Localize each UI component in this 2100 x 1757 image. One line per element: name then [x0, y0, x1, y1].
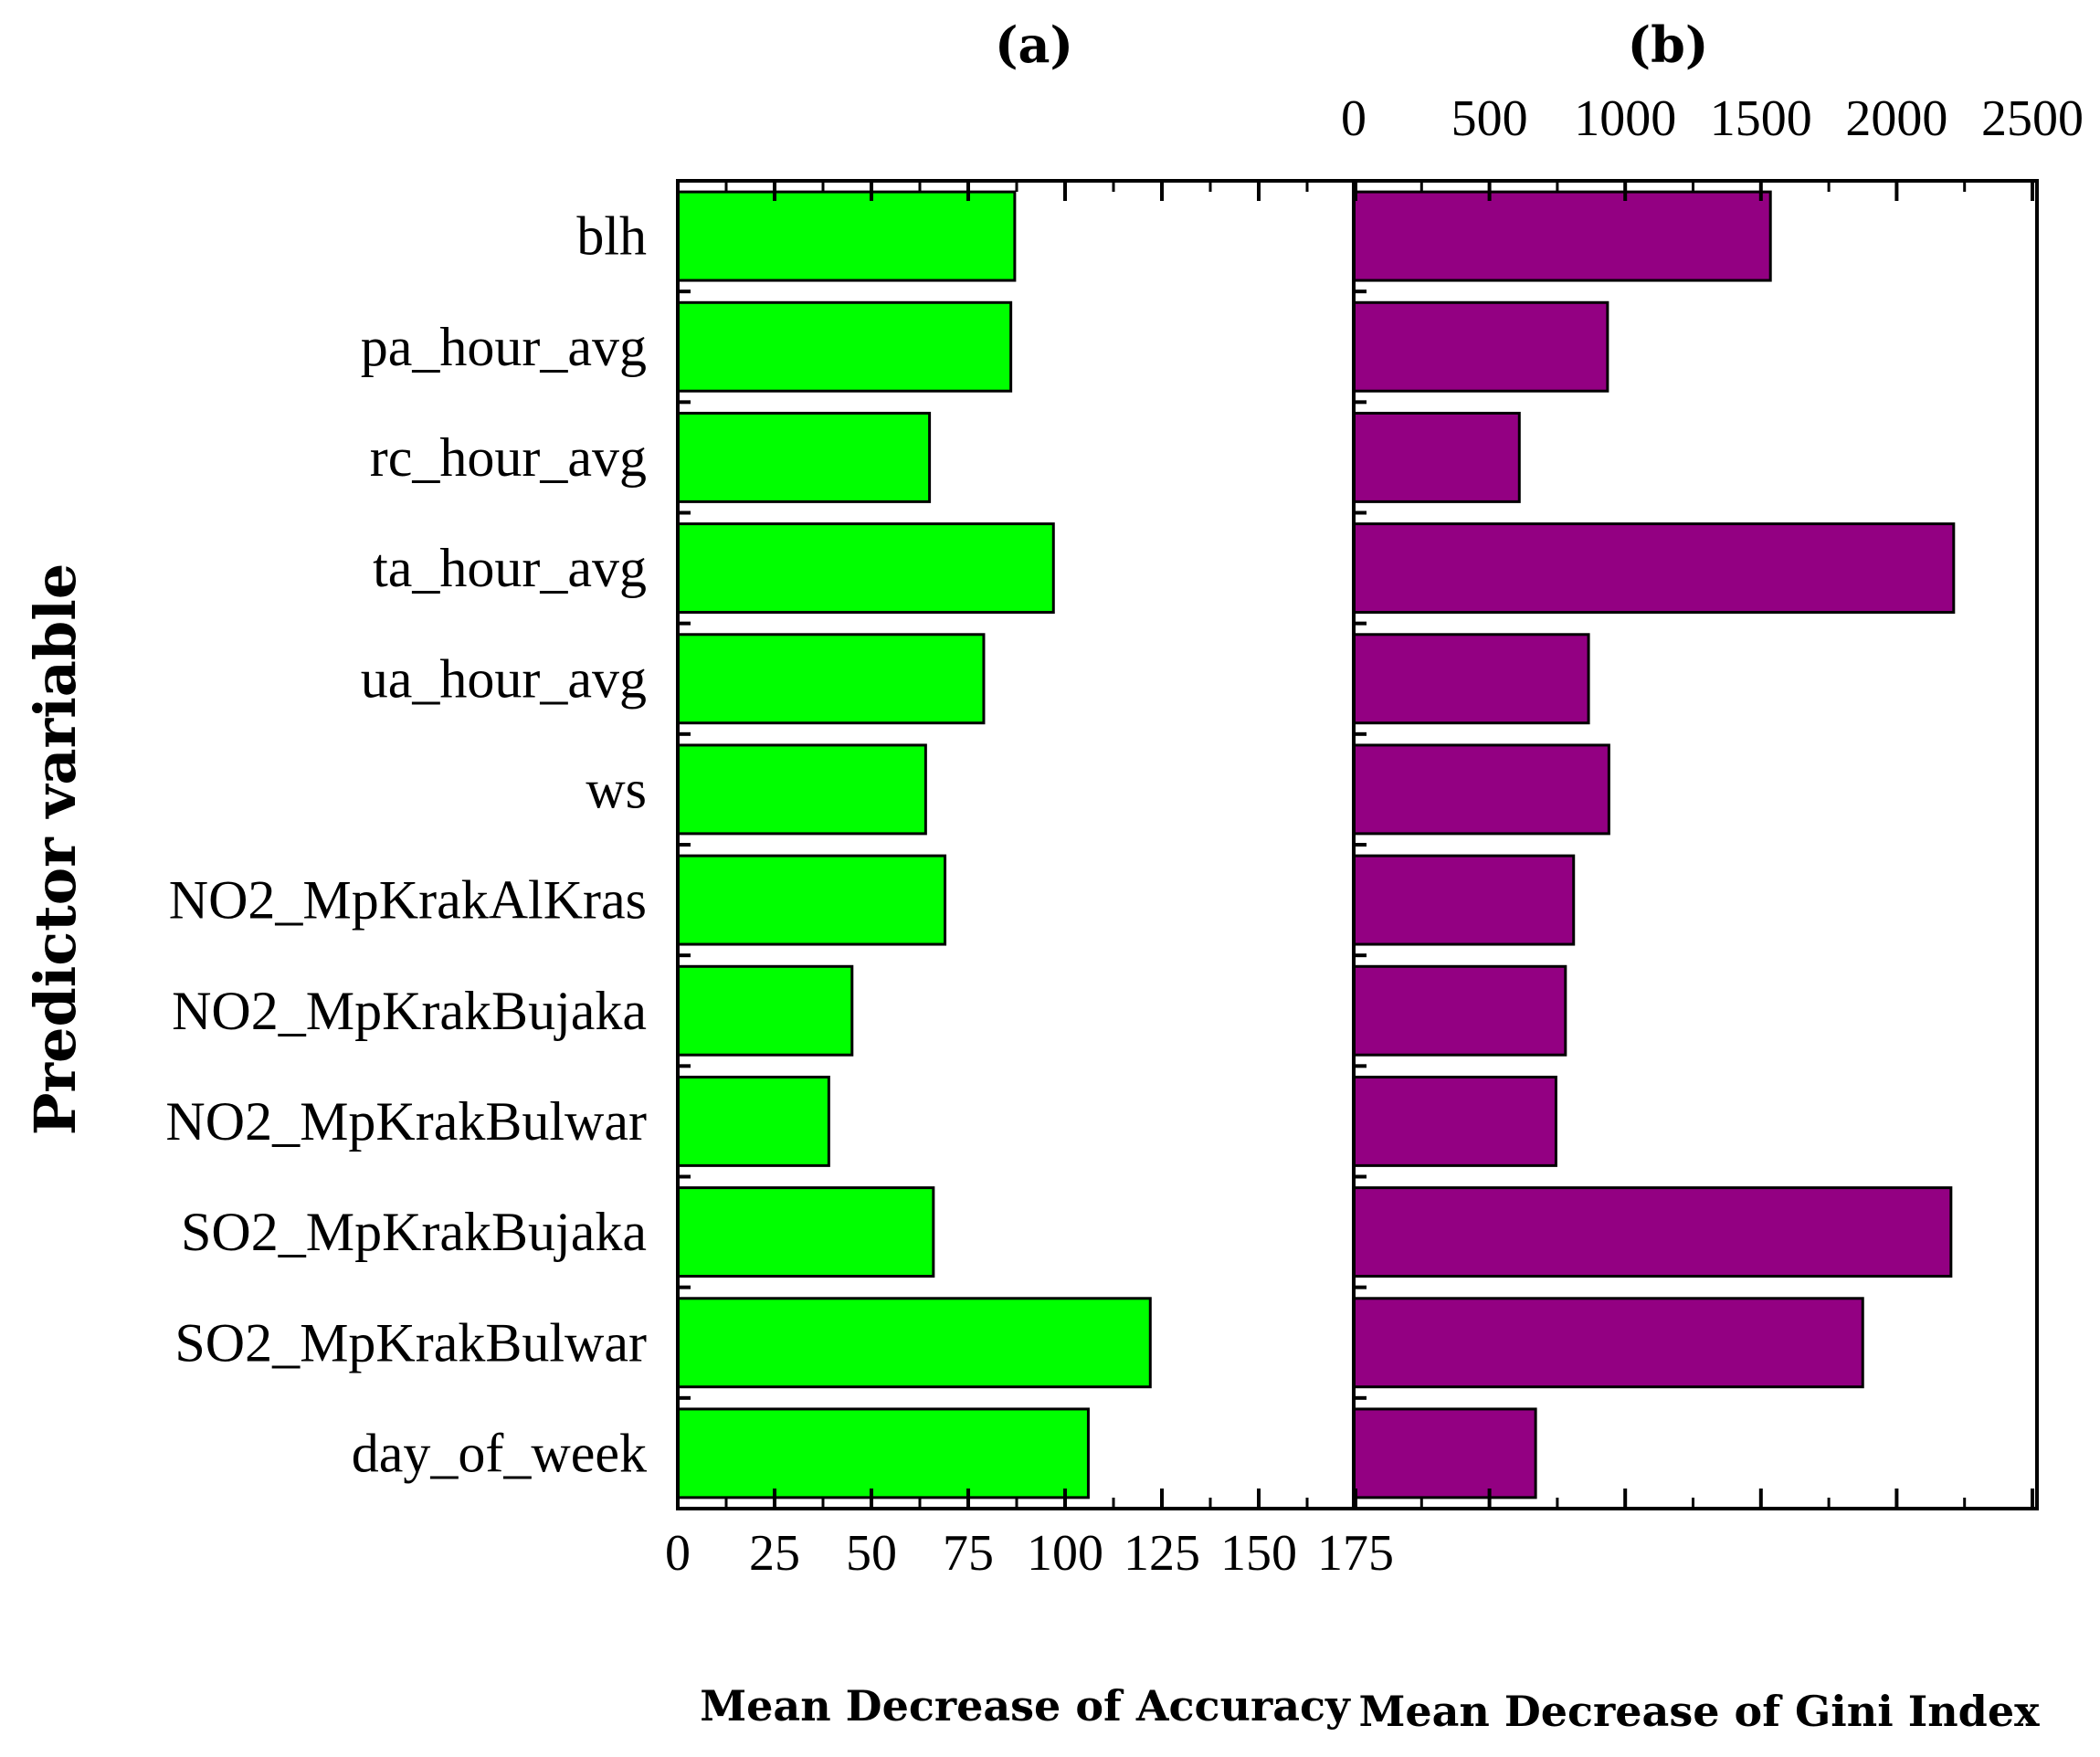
panel-b-bar — [1352, 1186, 1953, 1278]
panel-b-bar — [1352, 964, 1567, 1057]
ticks-layer — [676, 181, 2034, 1509]
panel-a-axis-title: Mean Decrease of Accuracy — [700, 1681, 1351, 1731]
panel-a-bar — [676, 1075, 830, 1167]
panel-a-tick-label: 0 — [665, 1525, 691, 1582]
panel-a-tick-label: 175 — [1317, 1525, 1394, 1582]
panel-a-tick-label: 75 — [943, 1525, 994, 1582]
panel-b-tick-label: 1000 — [1574, 90, 1676, 147]
panel-b-tick-label: 2500 — [1981, 90, 2084, 147]
category-label: ua_hour_avg — [361, 648, 647, 709]
frame-layer — [676, 179, 2039, 1510]
category-label: NO2_MpKrakAlKras — [169, 870, 647, 931]
panel-b-bar — [1352, 1297, 1864, 1389]
category-label: blh — [576, 206, 647, 267]
panel-b-bar — [1352, 1075, 1557, 1167]
panel-b-tick-label: 500 — [1451, 90, 1528, 147]
panel-b-tick-label: 1500 — [1710, 90, 1812, 147]
category-label: ws — [586, 759, 647, 819]
panel-a-bar — [676, 1186, 935, 1278]
category-label: ta_hour_avg — [373, 538, 647, 598]
panel-a-tick-label: 125 — [1124, 1525, 1200, 1582]
panel-b-title: (b) — [1628, 16, 1709, 74]
panel-b-bar — [1352, 743, 1610, 836]
panel-b-tick-label: 2000 — [1845, 90, 1947, 147]
panel-b-bar — [1352, 522, 1956, 615]
panel-b-bar — [1352, 300, 1609, 393]
category-label: rc_hour_avg — [370, 427, 647, 488]
panel-a-bar — [676, 522, 1055, 615]
category-label: SO2_MpKrakBulwar — [174, 1312, 647, 1373]
category-label: NO2_MpKrakBulwar — [165, 1091, 647, 1152]
panel-a-bar — [676, 1407, 1090, 1499]
panel-b-axis-title: Mean Decrease of Gini Index — [1358, 1687, 2040, 1736]
panel-b-bar — [1352, 854, 1576, 946]
panel-a-tick-label: 50 — [846, 1525, 897, 1582]
category-label: pa_hour_avg — [361, 317, 647, 377]
panel-a-bar — [676, 190, 1017, 282]
panel-a-bar — [676, 1297, 1152, 1389]
panel-a-bar — [676, 633, 986, 725]
y-axis-title: Predictor variable — [22, 563, 89, 1136]
panel-a-bar — [676, 300, 1013, 393]
panel-b-bar — [1352, 633, 1590, 725]
panel-a-tick-label: 100 — [1027, 1525, 1103, 1582]
panel-b-bar — [1352, 1407, 1537, 1499]
category-label: day_of_week — [352, 1423, 647, 1483]
panel-b-tick-label: 0 — [1341, 90, 1367, 147]
panel-a-bar — [676, 411, 932, 503]
panel-b-frame — [1352, 179, 2039, 1510]
category-label: NO2_MpKrakBujaka — [172, 981, 647, 1041]
panel-a-title: (a) — [995, 16, 1073, 74]
labels-layer: blh pa_hour_avg rc_hour_avg ta_hour_avg ua_h… — [165, 90, 2084, 1582]
panel-a-bar — [676, 743, 927, 836]
panel-a-tick-label: 150 — [1220, 1525, 1297, 1582]
panel-a-tick-label: 25 — [749, 1525, 800, 1582]
panel-b-bar — [1352, 411, 1521, 503]
panel-a-bar — [676, 964, 854, 1057]
panel-a-bar — [676, 854, 947, 946]
panel-b-bar — [1352, 190, 1772, 282]
bars-layer — [676, 190, 1956, 1499]
category-label: SO2_MpKrakBujaka — [181, 1202, 647, 1262]
